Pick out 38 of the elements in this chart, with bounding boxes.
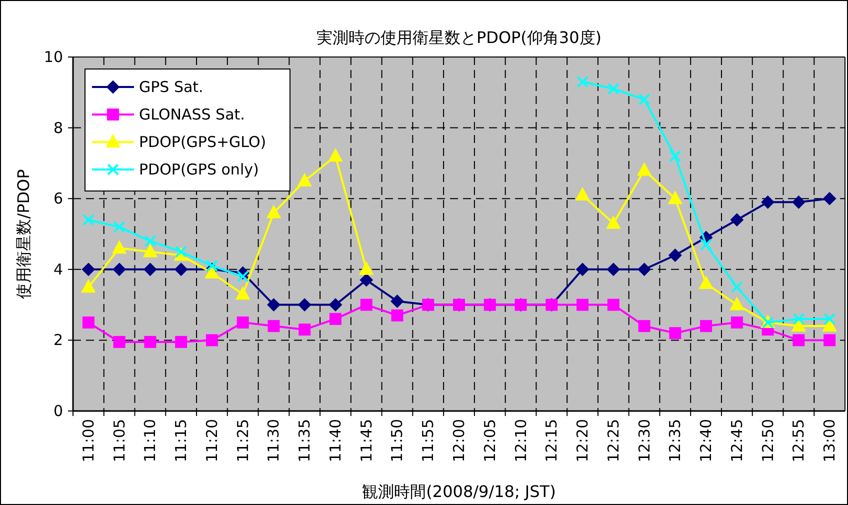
x-tick-label: 11:50 — [388, 419, 406, 462]
y-tick-label: 0 — [53, 402, 63, 420]
x-tick-label: 11:00 — [79, 419, 98, 462]
y-tick-label: 4 — [53, 260, 63, 278]
y-axis-title: 使用衛星数/PDOP — [14, 168, 33, 299]
x-tick-label: 11:55 — [419, 419, 438, 462]
x-axis-title: 観測時間(2008/9/18; JST) — [362, 482, 556, 501]
x-tick-label: 13:00 — [820, 419, 839, 462]
y-tick-label: 6 — [53, 190, 63, 208]
legend-label: PDOP(GPS only) — [139, 160, 259, 178]
x-tick-label: 12:40 — [697, 419, 716, 462]
x-tick-label: 12:10 — [512, 419, 530, 462]
x-tick-label: 12:30 — [635, 419, 654, 462]
x-tick-label: 12:55 — [790, 419, 808, 462]
y-tick-label: 2 — [53, 331, 63, 350]
x-tick-label: 12:25 — [604, 419, 622, 462]
x-tick-label: 12:50 — [758, 419, 777, 462]
legend-label: GPS Sat. — [139, 78, 204, 96]
legend-label: GLONASS Sat. — [139, 106, 245, 124]
x-tick-label: 12:35 — [666, 419, 684, 462]
y-tick-label: 8 — [53, 118, 63, 137]
x-tick-label: 11:20 — [202, 419, 221, 462]
x-tick-label: 12:00 — [450, 419, 468, 462]
x-tick-label: 11:45 — [357, 419, 376, 462]
x-tick-label: 11:25 — [234, 419, 252, 462]
y-tick-label: 10 — [44, 48, 63, 66]
x-tick-label: 12:45 — [728, 419, 746, 462]
x-tick-label: 11:15 — [172, 419, 190, 462]
x-tick-label: 11:10 — [141, 419, 160, 462]
x-tick-label: 11:40 — [326, 419, 344, 462]
x-tick-label: 12:15 — [542, 419, 561, 462]
x-tick-label: 11:05 — [110, 419, 128, 462]
x-tick-label: 12:20 — [574, 419, 592, 462]
chart-title: 実測時の使用衛星数とPDOP(仰角30度) — [316, 28, 602, 47]
x-tick-label: 12:05 — [480, 419, 499, 462]
x-tick-label: 11:30 — [264, 419, 283, 462]
legend-label: PDOP(GPS+GLO) — [139, 133, 266, 151]
x-tick-label: 11:35 — [296, 419, 314, 462]
